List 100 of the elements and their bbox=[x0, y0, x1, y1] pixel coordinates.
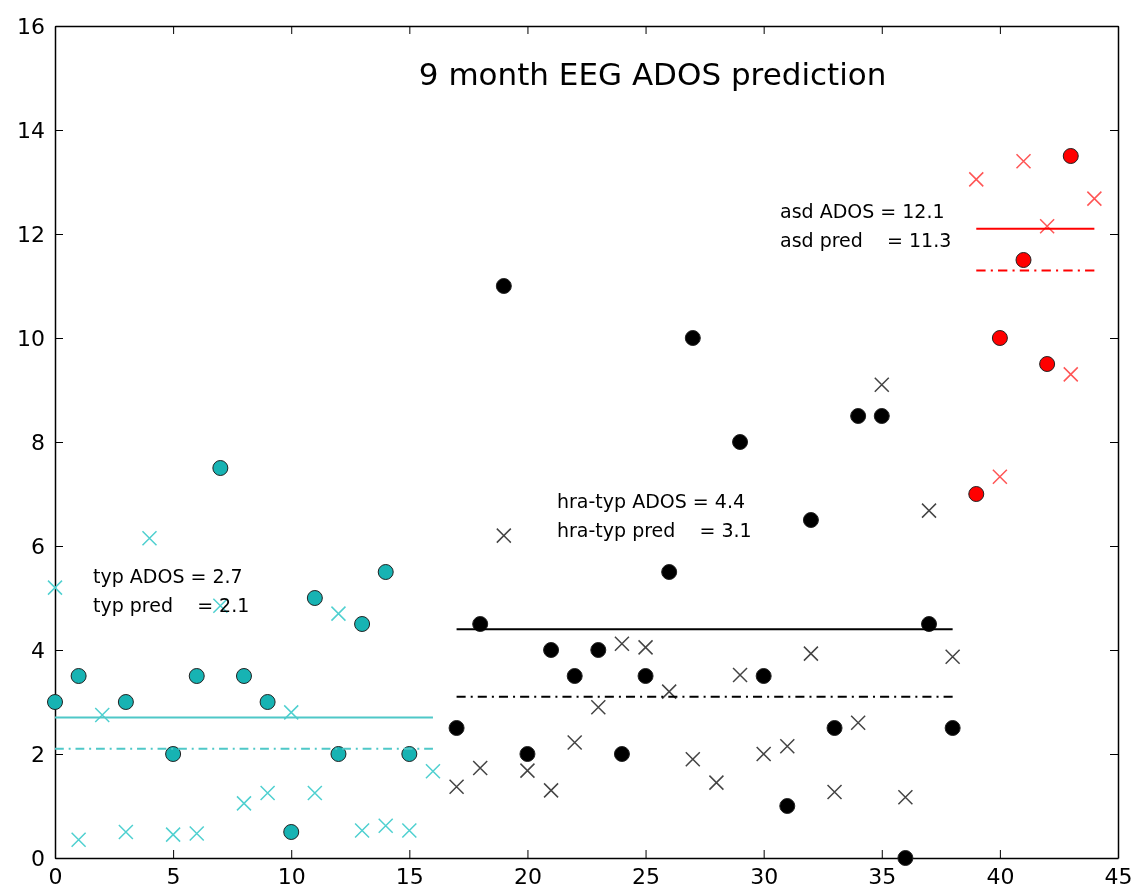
y-tick-label: 4 bbox=[31, 637, 45, 663]
y-tick-label: 10 bbox=[17, 325, 45, 351]
y-tick-label: 8 bbox=[31, 429, 45, 455]
point bbox=[495, 278, 512, 294]
point bbox=[755, 668, 772, 684]
point bbox=[566, 734, 583, 751]
point bbox=[732, 667, 748, 683]
point bbox=[944, 720, 961, 736]
annotation: hra-typ ADOS = 4.4 hra-typ pred = 3.1 bbox=[557, 490, 752, 541]
point bbox=[684, 330, 701, 346]
point bbox=[992, 469, 1008, 485]
point bbox=[897, 850, 914, 866]
point bbox=[850, 715, 866, 731]
point bbox=[613, 746, 630, 762]
x-tick-label: 0 bbox=[48, 863, 63, 889]
point bbox=[212, 460, 229, 476]
point bbox=[661, 564, 678, 580]
point bbox=[141, 530, 158, 546]
point bbox=[803, 645, 819, 662]
point bbox=[118, 824, 134, 840]
point bbox=[377, 564, 394, 580]
point bbox=[1086, 190, 1103, 207]
point bbox=[897, 789, 914, 805]
point bbox=[826, 720, 843, 736]
x-tick-label: 40 bbox=[986, 863, 1015, 889]
annotation: asd ADOS = 12.1 asd pred = 11.3 bbox=[780, 200, 952, 251]
y-tick-label: 16 bbox=[17, 13, 45, 39]
point bbox=[637, 639, 654, 656]
x-tick-label: 15 bbox=[395, 863, 424, 889]
point bbox=[874, 377, 890, 393]
point bbox=[519, 746, 536, 762]
point bbox=[779, 738, 796, 754]
point bbox=[708, 774, 725, 791]
point bbox=[519, 762, 536, 779]
y-tick-label: 2 bbox=[31, 741, 45, 767]
point bbox=[590, 699, 607, 715]
x-tick-label: 5 bbox=[166, 863, 181, 889]
point bbox=[307, 785, 323, 801]
point bbox=[1063, 366, 1079, 383]
point bbox=[236, 795, 252, 812]
point bbox=[425, 763, 441, 779]
point bbox=[259, 694, 276, 710]
point bbox=[70, 832, 87, 848]
point bbox=[1015, 252, 1032, 268]
point bbox=[354, 822, 370, 839]
point bbox=[401, 822, 418, 839]
point bbox=[448, 779, 465, 795]
point bbox=[354, 616, 371, 632]
point bbox=[543, 782, 559, 799]
point bbox=[991, 330, 1008, 346]
x-tick-label: 25 bbox=[632, 863, 661, 889]
point bbox=[1039, 356, 1056, 372]
text: 9 month EEG ADOS prediction bbox=[418, 56, 887, 92]
point bbox=[47, 579, 63, 596]
point bbox=[1062, 148, 1079, 164]
point bbox=[968, 171, 985, 188]
x-tick-label: 45 bbox=[1104, 863, 1133, 889]
y-tick-label: 6 bbox=[31, 533, 45, 559]
point bbox=[496, 527, 512, 544]
point bbox=[968, 486, 985, 502]
point bbox=[802, 512, 819, 528]
point bbox=[779, 798, 796, 814]
x-tick-label: 30 bbox=[750, 863, 779, 889]
point bbox=[448, 720, 465, 736]
point bbox=[94, 707, 110, 723]
point bbox=[401, 746, 418, 762]
x-tick-label: 10 bbox=[277, 863, 306, 889]
point bbox=[306, 590, 323, 606]
point bbox=[235, 668, 252, 684]
point bbox=[70, 668, 87, 684]
y-tick-label: 14 bbox=[17, 117, 45, 143]
point bbox=[637, 668, 654, 684]
point bbox=[921, 502, 937, 519]
point bbox=[755, 746, 772, 762]
point bbox=[117, 694, 134, 710]
x-tick-label: 35 bbox=[868, 863, 897, 889]
point bbox=[543, 642, 560, 658]
point bbox=[165, 746, 182, 762]
point bbox=[826, 784, 843, 800]
point bbox=[330, 746, 347, 762]
point bbox=[377, 818, 394, 834]
point bbox=[685, 751, 701, 767]
point bbox=[330, 605, 347, 622]
point bbox=[661, 683, 677, 700]
point bbox=[732, 434, 749, 450]
point bbox=[614, 636, 630, 652]
point bbox=[472, 760, 488, 776]
point bbox=[590, 642, 607, 658]
point bbox=[283, 824, 300, 840]
point bbox=[944, 649, 961, 665]
y-tick-label: 12 bbox=[17, 221, 45, 247]
point bbox=[1015, 153, 1032, 169]
point bbox=[283, 704, 299, 721]
point bbox=[188, 825, 205, 842]
point bbox=[259, 785, 276, 801]
point bbox=[921, 616, 938, 632]
point bbox=[1039, 218, 1055, 234]
y-tick-label: 0 bbox=[31, 845, 45, 871]
point bbox=[165, 826, 181, 843]
point bbox=[47, 694, 63, 710]
